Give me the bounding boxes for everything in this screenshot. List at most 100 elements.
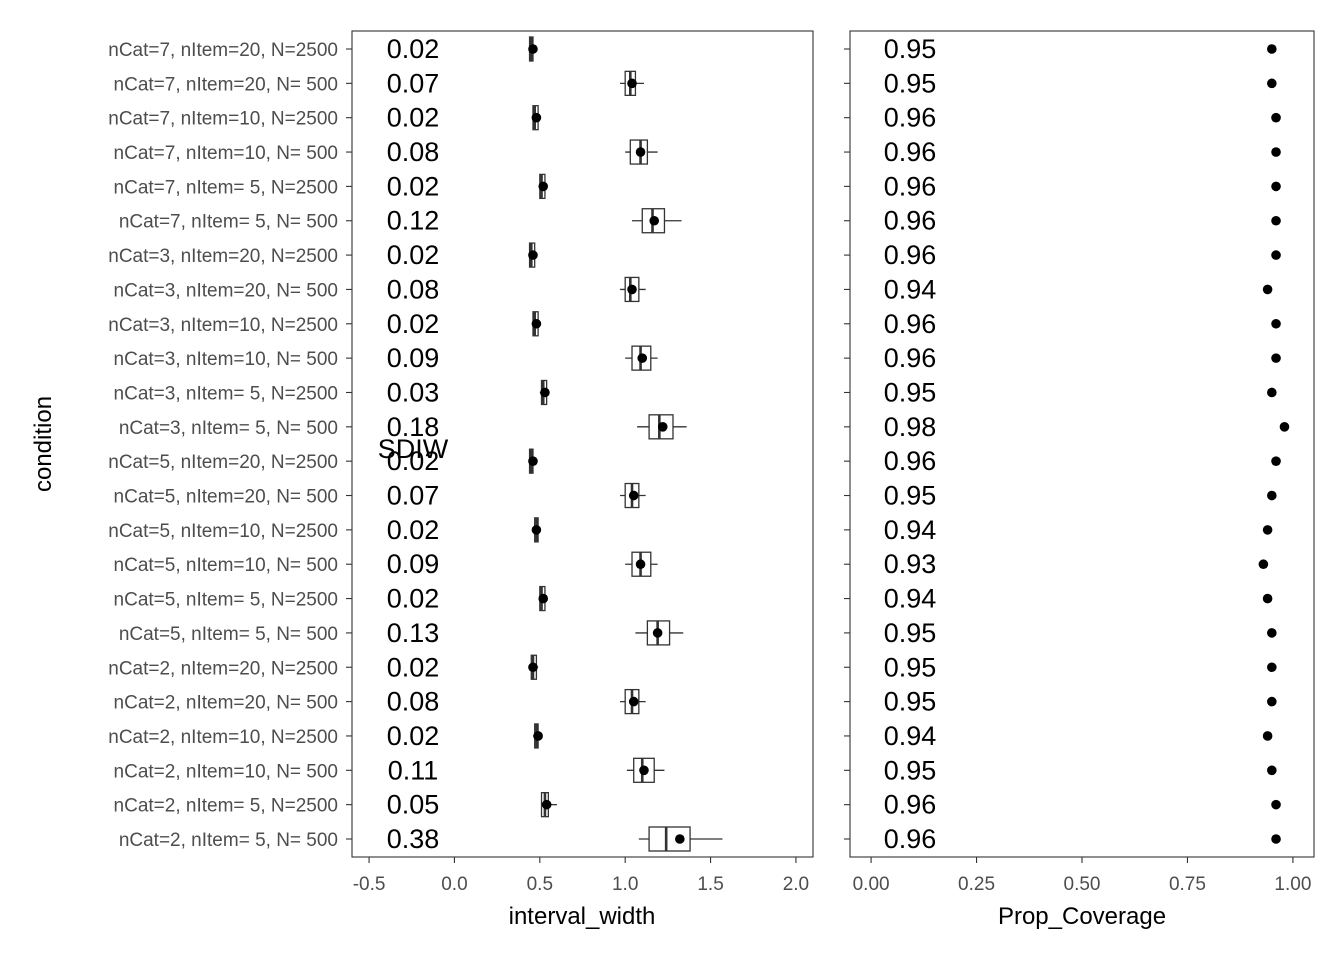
y-tick-label: nCat=3, nItem= 5, N=2500 xyxy=(114,383,338,404)
mean-point xyxy=(538,593,549,604)
coverage-point xyxy=(1267,628,1277,638)
coverage-label: 0.95 xyxy=(884,755,937,785)
coverage-point xyxy=(1267,44,1277,54)
mean-point xyxy=(675,834,685,844)
mean-point xyxy=(627,78,637,89)
y-axis-ticks: nCat=7, nItem=20, N=2500 nCat=7, nItem=20… xyxy=(108,40,352,851)
mean-point xyxy=(531,525,542,535)
sd-label: 0.07 xyxy=(387,481,440,511)
right-x-axis-ticks: 0.00 0.25 0.50 0.75 1.00 xyxy=(853,857,1311,895)
y-tick-label: nCat=2, nItem=20, N= 500 xyxy=(114,693,338,714)
sd-label: 0.18 xyxy=(387,412,440,442)
mean-point xyxy=(528,662,538,673)
y-axis-title: condition xyxy=(30,396,57,492)
coverage-point xyxy=(1271,181,1281,192)
coverage-label: 0.93 xyxy=(884,549,937,579)
left-panel-border xyxy=(351,30,814,858)
mean-point xyxy=(531,112,542,123)
y-tick-label: nCat=2, nItem=10, N= 500 xyxy=(114,761,338,782)
coverage-label: 0.96 xyxy=(884,824,937,854)
coverage-label: 0.95 xyxy=(884,68,937,98)
coverage-point xyxy=(1262,525,1273,535)
sd-label: 0.09 xyxy=(387,343,440,373)
coverage-point xyxy=(1262,731,1273,741)
mean-point xyxy=(635,559,646,570)
coverage-point xyxy=(1271,353,1281,363)
sd-label: 0.02 xyxy=(387,103,440,133)
x-tick-label: 0.75 xyxy=(1169,874,1206,895)
y-tick-label: nCat=7, nItem=20, N=2500 xyxy=(108,40,338,61)
y-tick-label: nCat=5, nItem=20, N=2500 xyxy=(108,452,338,473)
x-tick-label: 2.0 xyxy=(783,874,809,895)
y-tick-label: nCat=3, nItem=20, N=2500 xyxy=(108,246,338,267)
coverage-point xyxy=(1271,456,1281,466)
coverage-label: 0.95 xyxy=(884,652,937,682)
coverage-point xyxy=(1271,147,1281,157)
y-tick-label: nCat=5, nItem= 5, N= 500 xyxy=(119,624,338,645)
coverage-label: 0.94 xyxy=(884,515,937,545)
y-tick-label: nCat=2, nItem= 5, N=2500 xyxy=(114,796,338,817)
sd-label: 0.02 xyxy=(387,721,440,751)
coverage-label: 0.94 xyxy=(884,274,937,304)
left-x-axis-ticks: -0.5 0.0 0.5 1.0 1.5 2.0 xyxy=(353,857,809,895)
y-tick-label: nCat=3, nItem=10, N= 500 xyxy=(114,349,338,370)
coverage-point xyxy=(1258,559,1269,570)
coverage-point xyxy=(1279,422,1290,432)
sd-label: 0.12 xyxy=(387,206,440,236)
mean-point xyxy=(628,696,639,707)
sd-labels: 0.02 0.07 0.02 0.08 0.02 0.12 0.02 0.08 0.02 0.09… xyxy=(387,34,440,854)
mean-point xyxy=(637,353,648,363)
y-tick-label: nCat=3, nItem=20, N= 500 xyxy=(114,280,338,301)
y-tick-label: nCat=5, nItem= 5, N=2500 xyxy=(114,590,338,611)
x-tick-label: 0.0 xyxy=(441,874,467,895)
coverage-point xyxy=(1271,250,1281,260)
coverage-label: 0.96 xyxy=(884,206,937,236)
sd-label: 0.09 xyxy=(387,549,440,579)
sd-label: 0.05 xyxy=(387,790,440,820)
mean-point xyxy=(528,44,538,54)
y-tick-label: nCat=7, nItem= 5, N=2500 xyxy=(114,177,338,198)
sd-label: 0.38 xyxy=(387,824,440,854)
y-tick-label: nCat=3, nItem= 5, N= 500 xyxy=(119,418,338,439)
coverage-point xyxy=(1267,662,1277,673)
x-tick-label: 0.5 xyxy=(527,874,553,895)
coverage-point xyxy=(1267,490,1277,501)
coverage-point xyxy=(1271,112,1281,123)
coverage-label: 0.98 xyxy=(884,412,937,442)
sd-label: 0.02 xyxy=(387,652,440,682)
x-tick-label: 0.00 xyxy=(853,874,890,895)
y-tick-label: nCat=2, nItem= 5, N= 500 xyxy=(119,830,338,851)
coverage-label: 0.95 xyxy=(884,34,937,64)
y-tick-label: nCat=7, nItem=20, N= 500 xyxy=(114,74,338,95)
mean-point xyxy=(657,422,668,432)
mean-point xyxy=(531,318,542,329)
coverage-label: 0.95 xyxy=(884,618,937,648)
coverage-point xyxy=(1271,215,1281,226)
coverage-point xyxy=(1271,318,1281,329)
x-tick-label: 0.50 xyxy=(1064,874,1101,895)
coverage-label: 0.96 xyxy=(884,343,937,373)
right-panel: 0.95 0.95 0.96 0.96 0.96 0.96 0.96 0.94 0.96 0.96… xyxy=(844,30,1315,930)
y-tick-label: nCat=3, nItem=10, N=2500 xyxy=(108,315,338,336)
mean-point xyxy=(627,284,637,295)
sd-label: 0.02 xyxy=(387,171,440,201)
x-tick-label: -0.5 xyxy=(353,874,386,895)
sd-label: 0.02 xyxy=(387,309,440,339)
coverage-point xyxy=(1267,696,1277,707)
sd-label: 0.08 xyxy=(387,687,440,717)
coverage-labels: 0.95 0.95 0.96 0.96 0.96 0.96 0.96 0.94 0.96 0.96… xyxy=(884,34,937,854)
coverage-point xyxy=(1271,834,1281,844)
sd-label: 0.13 xyxy=(387,618,440,648)
y-tick-label: nCat=7, nItem=10, N=2500 xyxy=(108,109,338,130)
sd-label: 0.11 xyxy=(388,755,439,785)
sd-label: 0.02 xyxy=(387,584,440,614)
mean-point xyxy=(635,147,646,157)
coverage-label: 0.96 xyxy=(884,240,937,270)
y-tick-label: nCat=2, nItem=20, N=2500 xyxy=(108,658,338,679)
y-tick-label: nCat=7, nItem= 5, N= 500 xyxy=(119,212,338,233)
x-tick-label: 1.5 xyxy=(697,874,723,895)
right-panel-marks xyxy=(1258,44,1290,844)
coverage-label: 0.96 xyxy=(884,137,937,167)
coverage-point xyxy=(1267,78,1277,89)
